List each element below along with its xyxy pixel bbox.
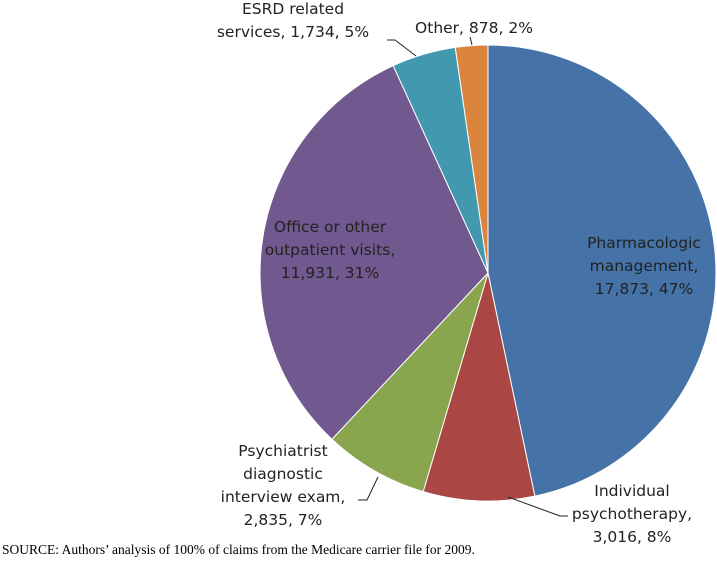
leader-lines	[358, 36, 568, 517]
slice-label-line: diagnostic	[243, 465, 323, 483]
slice-label-line: Psychiatrist	[238, 442, 327, 460]
slice-labels: Pharmacologic management, 17,873, 47% Indiv…	[217, 0, 701, 546]
slice-label-3: Psychiatrist diagnostic interview exam, 2,8…	[221, 442, 346, 529]
slice-label-line: Office or other	[274, 218, 387, 236]
slice-label-line: 11,931, 31%	[281, 264, 380, 282]
slice-label-line: psychotherapy,	[572, 505, 692, 523]
leader-line-5	[387, 39, 417, 57]
slice-label-5: ESRD related services, 1,734, 5%	[217, 0, 369, 41]
slice-label-line: ESRD related	[242, 0, 344, 18]
leader-line-6	[469, 36, 473, 46]
leader-line-2	[507, 496, 568, 517]
pie-slice-2	[422, 272, 536, 502]
pie-slices	[259, 44, 717, 502]
slice-label-1: Pharmacologic management, 17,873, 47%	[587, 234, 701, 298]
slice-label-line: 17,873, 47%	[595, 280, 694, 298]
pie-slice-4	[259, 64, 489, 440]
source-note: SOURCE: Authors’ analysis of 100% of cla…	[2, 542, 475, 557]
slice-label-line: 2,835, 7%	[244, 511, 323, 529]
slice-label-line: services, 1,734, 5%	[217, 23, 369, 41]
slice-label-4: Office or other outpatient visits, 11,931,…	[265, 218, 395, 282]
slice-label-6: Other, 878, 2%	[415, 19, 533, 37]
pie-slice-1	[487, 44, 717, 497]
pie-slice-6	[454, 44, 489, 274]
slice-label-line: interview exam,	[221, 488, 346, 506]
slice-label-2: Individual psychotherapy, 3,016, 8%	[572, 482, 692, 546]
slice-label-line: outpatient visits,	[265, 241, 395, 259]
pie-slice-3	[331, 272, 489, 493]
leader-line-3	[358, 476, 379, 501]
slice-label-line: Other, 878, 2%	[415, 19, 533, 37]
slice-label-line: management,	[590, 257, 699, 275]
slice-label-line: Individual	[594, 482, 670, 500]
slice-label-line: Pharmacologic	[587, 234, 701, 252]
slice-label-line: 3,016, 8%	[593, 528, 672, 546]
